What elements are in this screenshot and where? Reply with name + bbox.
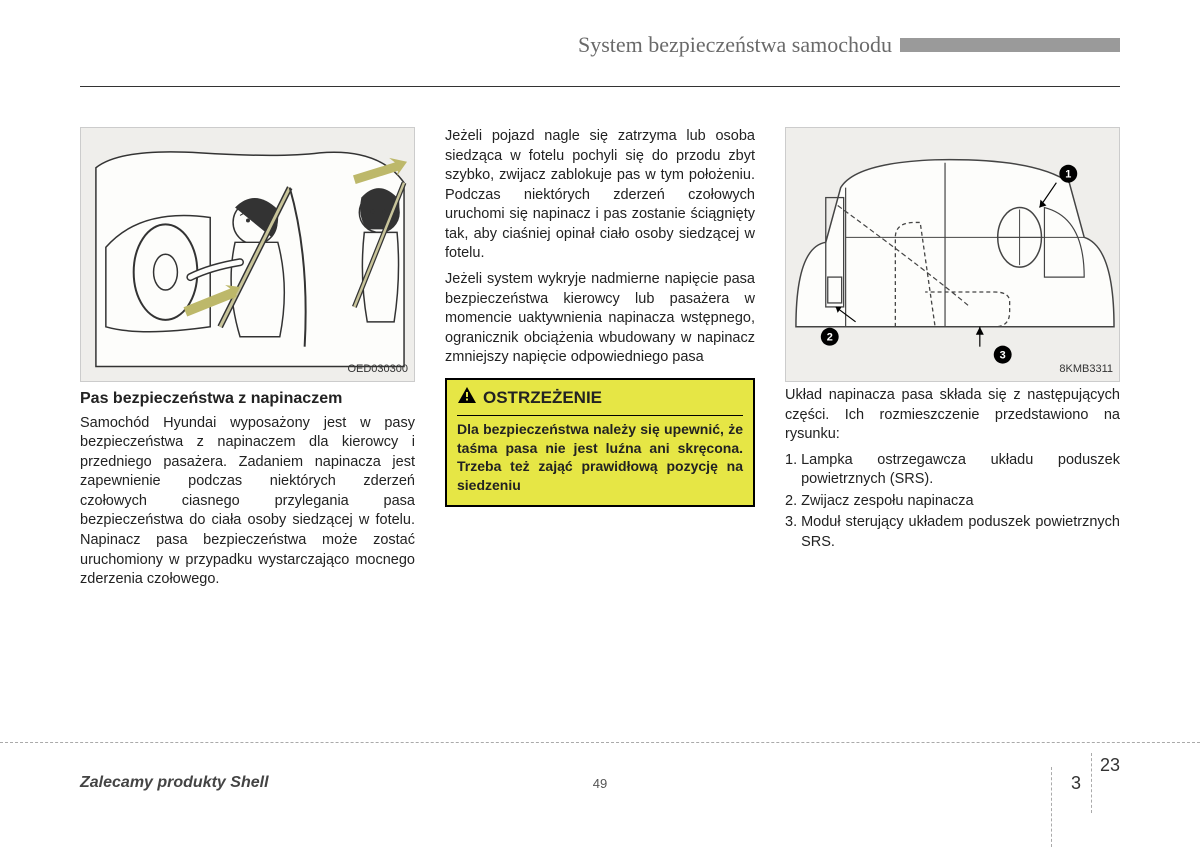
svg-text:1: 1: [1065, 169, 1071, 181]
warning-box: OSTRZEŻENIE Dla bezpieczeństwa należy si…: [445, 378, 755, 508]
page-header: System bezpieczeństwa samochodu: [80, 32, 1120, 58]
footer-page-right: 3 23: [1071, 753, 1120, 813]
column-1: OED030300 Pas bezpieczeństwa z napinacze…: [80, 127, 415, 596]
illustration-seatbelt-icon: [81, 128, 414, 381]
warning-triangle-icon: [457, 386, 477, 411]
footer-page-mid: 49: [593, 776, 607, 791]
list-item: 3. Moduł sterujący układem poduszek powi…: [785, 513, 1120, 552]
list-text: Lampka ostrzegawcza układu poduszek powi…: [801, 451, 1120, 490]
col3-intro: Układ napinacza pasa składa się z następ…: [785, 386, 1120, 445]
col1-paragraph: Samochód Hyundai wyposażony jest w pasy …: [80, 414, 415, 590]
list-item: 2. Zwijacz zespołu napinacza: [785, 492, 1120, 512]
column-3: 1 2 3 8KMB3311 Układ napinacza pasa skła…: [785, 127, 1120, 596]
footer-page: 23: [1100, 755, 1120, 776]
figure-seatbelt-people: OED030300: [80, 127, 415, 382]
footer-slogan: Zalecamy produkty Shell: [80, 774, 269, 792]
section-title: System bezpieczeństwa samochodu: [578, 32, 900, 58]
warning-body: Dla bezpieczeństwa należy się upewnić, ż…: [457, 420, 743, 496]
svg-text:2: 2: [827, 332, 833, 344]
header-accent-bar: [900, 38, 1120, 52]
header-rule: [80, 86, 1120, 87]
footer-chapter: 3: [1071, 773, 1081, 794]
list-number: 3.: [785, 513, 797, 552]
warning-title-row: OSTRZEŻENIE: [457, 386, 743, 416]
list-text: Moduł sterujący układem poduszek powietr…: [801, 513, 1120, 552]
illustration-car-cutaway-icon: 1 2 3: [786, 128, 1119, 381]
col2-paragraph-2: Jeżeli system wykryje nadmierne napięcie…: [445, 270, 755, 368]
page-footer: Zalecamy produkty Shell 49 3 23: [0, 742, 1200, 813]
list-number: 1.: [785, 451, 797, 490]
col1-heading: Pas bezpieczeństwa z napinaczem: [80, 388, 415, 410]
col2-paragraph-1: Jeżeli pojazd nagle się zatrzyma lub oso…: [445, 127, 755, 264]
column-2: Jeżeli pojazd nagle się zatrzyma lub oso…: [445, 127, 755, 596]
figure-car-cutaway: 1 2 3 8KMB3311: [785, 127, 1120, 382]
figure-code: 8KMB3311: [1059, 362, 1113, 377]
warning-title-text: OSTRZEŻENIE: [483, 387, 602, 410]
list-text: Zwijacz zespołu napinacza: [801, 492, 1120, 512]
list-number: 2.: [785, 492, 797, 512]
list-item: 1. Lampka ostrzegawcza układu poduszek p…: [785, 451, 1120, 490]
figure-code: OED030300: [347, 362, 408, 377]
svg-text:3: 3: [1000, 350, 1006, 362]
